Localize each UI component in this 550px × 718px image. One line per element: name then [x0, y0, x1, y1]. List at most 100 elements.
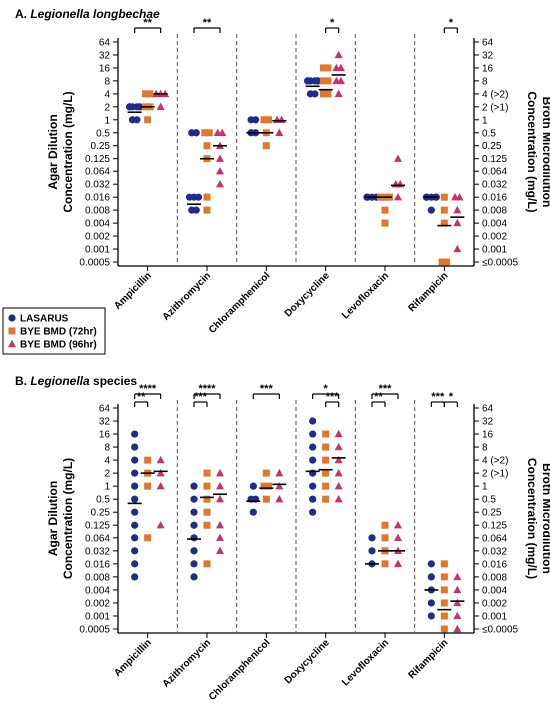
y-tick-label-right: ≤0.0005 [482, 258, 519, 269]
x-category-label: Azithromycin [161, 637, 214, 690]
data-point-bye-96hr [216, 154, 224, 162]
data-point-lasarus [427, 206, 435, 214]
data-point-lasarus [251, 116, 260, 124]
significance-label: *** [326, 391, 340, 403]
data-point-bye-72hr [144, 482, 152, 490]
data-point-lasarus [368, 534, 376, 542]
data-point-bye-96hr [156, 102, 165, 111]
y-tick-label-left: 0.001 [85, 245, 110, 256]
data-point-bye-72hr [265, 116, 273, 124]
data-point-bye-72hr [440, 573, 448, 581]
y-axis-label-left: Concentration (mg/L) [61, 91, 75, 212]
y-tick-label-right: 0.004 [482, 585, 507, 596]
data-point-bye-96hr [275, 128, 284, 136]
data-point-bye-96hr [275, 468, 284, 477]
data-point-bye-96hr [394, 154, 402, 162]
data-point-bye-72hr [381, 534, 389, 542]
data-point-lasarus [190, 547, 198, 555]
data-point-bye-96hr [453, 244, 462, 253]
y-tick-label-right: 4 (>2) [482, 456, 508, 467]
chart-title: B. Legionella species [15, 374, 137, 388]
data-point-lasarus [190, 560, 198, 568]
data-point-lasarus [190, 534, 198, 542]
y-tick-label-left: 0.001 [85, 611, 110, 622]
y-axis-label-right: Concentration (mg/L) [525, 458, 539, 579]
data-point-bye-72hr [322, 456, 330, 464]
data-point-lasarus [131, 547, 139, 555]
data-point-bye-72hr [146, 90, 154, 98]
x-category-label: Ampicillin [112, 270, 154, 312]
data-point-bye-96hr [216, 546, 224, 555]
significance-bracket: * [443, 17, 458, 33]
data-point-bye-72hr [322, 430, 330, 438]
y-tick-label-left: 32 [99, 417, 111, 428]
data-point-bye-96hr [394, 533, 402, 542]
y-tick-label-left: 8 [104, 76, 110, 87]
significance-bracket: **** [134, 383, 162, 399]
y-tick-label-right: 0.032 [482, 546, 507, 557]
data-point-bye-72hr [440, 586, 448, 594]
significance-bracket: * [312, 383, 340, 399]
data-point-bye-96hr [453, 598, 462, 607]
data-point-lasarus [309, 417, 317, 425]
y-tick-label-left: 0.016 [85, 559, 110, 570]
legend-label: BYE BMD (96hr) [20, 340, 97, 351]
data-point-bye-96hr [453, 218, 462, 227]
data-point-bye-72hr [141, 90, 149, 98]
significance-bracket: *** [371, 383, 399, 399]
y-tick-label-right: 0.5 [482, 495, 496, 506]
y-tick-label-right: 32 [482, 50, 494, 61]
data-point-bye-96hr [394, 521, 402, 529]
significance-label: **** [198, 383, 216, 395]
significance-bracket: *** [193, 391, 208, 407]
data-point-lasarus [131, 469, 139, 477]
data-point-lasarus [131, 534, 139, 542]
data-point-bye-72hr [381, 521, 389, 529]
data-point-lasarus [190, 508, 198, 516]
y-tick-label-right: 0.016 [482, 559, 507, 570]
data-point-bye-96hr [216, 494, 224, 503]
data-point-bye-72hr [381, 206, 389, 214]
data-point-lasarus [131, 495, 139, 503]
data-point-lasarus [427, 599, 435, 607]
y-tick-label-right: 0.032 [482, 180, 507, 191]
y-tick-label-left: 0.002 [85, 598, 110, 609]
significance-bracket: *** [252, 383, 280, 399]
significance-bracket: **** [193, 383, 221, 399]
data-point-lasarus [131, 482, 139, 490]
y-tick-label-right: 0.008 [482, 572, 507, 583]
y-tick-label-right: 0.25 [482, 508, 502, 519]
significance-bracket: ** [371, 391, 386, 407]
data-point-bye-96hr [216, 521, 224, 529]
y-tick-label-left: 0.064 [85, 167, 110, 178]
significance-bracket: * [443, 391, 458, 407]
data-point-bye-96hr [216, 179, 224, 188]
data-point-bye-96hr [156, 455, 165, 464]
data-point-lasarus [309, 508, 317, 516]
y-tick-label-right: 0.001 [482, 245, 507, 256]
data-point-lasarus [190, 521, 198, 529]
y-tick-label-left: 4 [104, 456, 110, 467]
data-point-lasarus [190, 573, 198, 581]
data-point-bye-96hr [156, 481, 165, 490]
x-category-label: Rifampicin [407, 270, 451, 314]
y-tick-label-left: 0.064 [85, 533, 110, 544]
data-point-lasarus [309, 443, 317, 451]
y-tick-label-left: 4 [104, 89, 110, 100]
significance-bracket: ** [134, 17, 162, 33]
data-point-bye-72hr [324, 64, 332, 72]
y-tick-label-right: ≤0.0005 [482, 625, 519, 636]
chart-panel-b: B. Legionella species 64 64 32 32 16 16 8 8 4 4 (>… [15, 374, 550, 703]
y-tick-label-left: 16 [99, 63, 111, 74]
y-tick-label-left: 0.0005 [79, 258, 110, 269]
y-axis-label-left: Concentration (mg/L) [61, 458, 75, 579]
data-point-bye-72hr [262, 469, 270, 477]
y-tick-label-right: 2 (>1) [482, 469, 508, 480]
data-point-bye-96hr [216, 481, 224, 490]
data-point-bye-96hr [334, 468, 343, 477]
y-tick-label-left: 64 [99, 38, 111, 49]
significance-label: * [324, 383, 329, 395]
x-category-label: Ampicillin [112, 637, 154, 679]
data-point-bye-72hr [381, 560, 389, 568]
y-tick-label-left: 32 [99, 50, 111, 61]
